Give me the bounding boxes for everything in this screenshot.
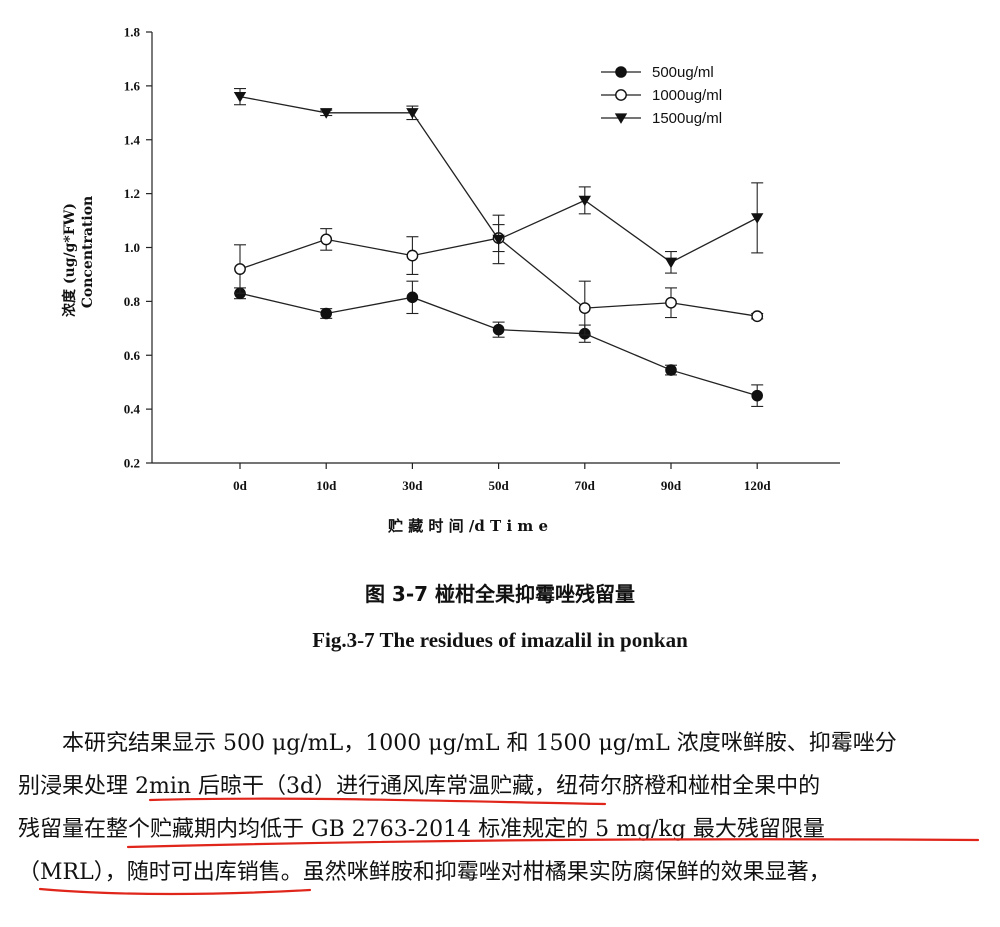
series-line bbox=[239, 292, 758, 397]
data-point bbox=[320, 233, 333, 246]
series-1 bbox=[234, 280, 764, 407]
data-point bbox=[751, 389, 763, 402]
data-point bbox=[751, 310, 764, 323]
data-point bbox=[234, 263, 246, 275]
data-point bbox=[406, 249, 419, 262]
chart-legend: 500ug/ml 1000ug/ml 1500ug/ml bbox=[601, 64, 722, 127]
chart-series bbox=[233, 88, 764, 407]
data-point bbox=[492, 323, 505, 336]
x-tick-label: 0d bbox=[233, 478, 248, 493]
data-point bbox=[492, 234, 505, 246]
y-tick-label: 1.8 bbox=[124, 25, 141, 40]
x-tick-labels: 0d 10d 30d 50d 70d 90d 120d bbox=[233, 478, 771, 493]
data-point bbox=[751, 213, 764, 224]
legend-label: 500ug/ml bbox=[652, 64, 714, 81]
legend-entry: 1000ug/ml bbox=[601, 87, 722, 104]
line-chart: 0.2 0.4 0.6 0.8 1.0 1.2 1.4 1.6 1.8 0d 10d 30d 50d 7… bbox=[61, 25, 840, 535]
y-tick-label: 1.2 bbox=[124, 186, 140, 201]
x-axis-label: 贮 藏 时 间 /d T i m e bbox=[387, 517, 548, 535]
data-point bbox=[665, 364, 677, 376]
x-tick-label: 10d bbox=[316, 478, 337, 493]
data-point bbox=[406, 291, 419, 304]
series-3 bbox=[233, 88, 764, 274]
paragraph-line-2: 别浸果处理 2min 后晾干（3d）进行通风库常温贮藏，纽荷尔脐橙和椪柑全果中的 bbox=[18, 774, 821, 799]
body-paragraph: 本研究结果显示 500 μg/mL，1000 μg/mL 和 1500 μg/m… bbox=[18, 722, 982, 894]
paragraph-line-1: 本研究结果显示 500 μg/mL，1000 μg/mL 和 1500 μg/m… bbox=[18, 731, 897, 756]
data-point bbox=[406, 108, 419, 119]
y-tick-label: 0.6 bbox=[124, 348, 141, 363]
y-tick-label: 0.8 bbox=[124, 294, 141, 309]
data-point bbox=[578, 302, 591, 315]
y-axis-label-cn: 浓度 (ug/g*FW) bbox=[61, 203, 78, 317]
legend-entry: 500ug/ml bbox=[601, 64, 714, 81]
y-tick-label: 1.4 bbox=[124, 132, 141, 147]
legend-label: 1500ug/ml bbox=[652, 110, 722, 127]
x-tick-label: 90d bbox=[661, 478, 682, 493]
paragraph-line-3: 残留量在整个贮藏期内均低于 GB 2763-2014 标准规定的 5 mg/kg… bbox=[18, 817, 825, 842]
figure-caption-en: Fig.3-7 The residues of imazalil in ponk… bbox=[312, 628, 688, 652]
x-tick-label: 30d bbox=[402, 478, 423, 493]
legend-entry: 1500ug/ml bbox=[601, 110, 722, 127]
data-point bbox=[664, 257, 678, 269]
x-tick-label: 120d bbox=[744, 478, 772, 493]
y-tick-labels: 0.2 0.4 0.6 0.8 1.0 1.2 1.4 1.6 1.8 bbox=[124, 25, 141, 471]
data-point bbox=[320, 307, 332, 320]
legend-marker bbox=[615, 66, 627, 78]
data-point bbox=[320, 108, 333, 119]
data-point bbox=[665, 296, 677, 309]
legend-marker bbox=[614, 113, 628, 124]
paragraph-line-4: （MRL），随时可出库销售。虽然咪鲜胺和抑霉唑对柑橘果实防腐保鲜的效果显著， bbox=[18, 860, 831, 885]
figure-caption-cn: 图 3-7 椪柑全果抑霉唑残留量 bbox=[364, 582, 636, 606]
y-tick-label: 0.4 bbox=[124, 402, 141, 417]
y-tick-label: 0.2 bbox=[124, 456, 140, 471]
y-tick-label: 1.0 bbox=[124, 240, 140, 255]
y-tick-label: 1.6 bbox=[124, 78, 141, 93]
legend-label: 1000ug/ml bbox=[652, 87, 722, 104]
legend-marker bbox=[615, 89, 627, 101]
data-point bbox=[233, 92, 247, 103]
x-tick-label: 50d bbox=[488, 478, 509, 493]
x-tick-label: 70d bbox=[575, 478, 596, 493]
data-point bbox=[578, 195, 591, 207]
chart-axes bbox=[146, 31, 840, 469]
y-axis-label-en: Concentration bbox=[80, 196, 96, 309]
